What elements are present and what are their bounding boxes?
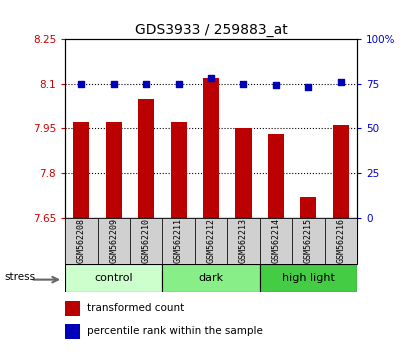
Text: GSM562209: GSM562209 xyxy=(109,218,118,263)
Bar xyxy=(73,122,89,218)
Point xyxy=(208,75,215,81)
Bar xyxy=(235,128,252,218)
Text: GSM562208: GSM562208 xyxy=(77,218,86,263)
Bar xyxy=(260,218,292,264)
Bar xyxy=(163,218,195,264)
Point xyxy=(240,81,247,86)
Text: percentile rank within the sample: percentile rank within the sample xyxy=(87,326,263,336)
Bar xyxy=(65,301,80,316)
Bar xyxy=(333,125,349,218)
Bar xyxy=(195,218,227,264)
Text: transformed count: transformed count xyxy=(87,303,184,313)
Bar xyxy=(130,218,163,264)
Text: GSM562212: GSM562212 xyxy=(207,218,215,263)
Bar xyxy=(171,122,187,218)
Point xyxy=(175,81,182,86)
Bar xyxy=(97,218,130,264)
Text: high light: high light xyxy=(282,273,335,283)
Bar xyxy=(325,218,357,264)
Bar xyxy=(138,98,154,218)
Bar xyxy=(163,264,260,292)
Bar xyxy=(300,197,316,218)
Text: stress: stress xyxy=(4,272,35,282)
Point xyxy=(110,81,117,86)
Text: GSM562213: GSM562213 xyxy=(239,218,248,263)
Bar xyxy=(203,78,219,218)
Text: control: control xyxy=(94,273,133,283)
Text: dark: dark xyxy=(199,273,223,283)
Text: GSM562216: GSM562216 xyxy=(336,218,345,263)
Bar xyxy=(268,134,284,218)
Text: GSM562214: GSM562214 xyxy=(271,218,281,263)
Bar xyxy=(106,122,122,218)
Point xyxy=(305,84,312,90)
Point xyxy=(337,79,344,85)
Bar xyxy=(65,324,80,339)
Title: GDS3933 / 259883_at: GDS3933 / 259883_at xyxy=(135,23,287,36)
Bar xyxy=(292,218,325,264)
Bar xyxy=(227,218,260,264)
Bar xyxy=(260,264,357,292)
Point xyxy=(273,82,279,88)
Text: GSM562210: GSM562210 xyxy=(142,218,151,263)
Text: GSM562211: GSM562211 xyxy=(174,218,183,263)
Bar xyxy=(65,264,163,292)
Point xyxy=(143,81,150,86)
Text: GSM562215: GSM562215 xyxy=(304,218,313,263)
Point xyxy=(78,81,85,86)
Bar xyxy=(65,218,97,264)
